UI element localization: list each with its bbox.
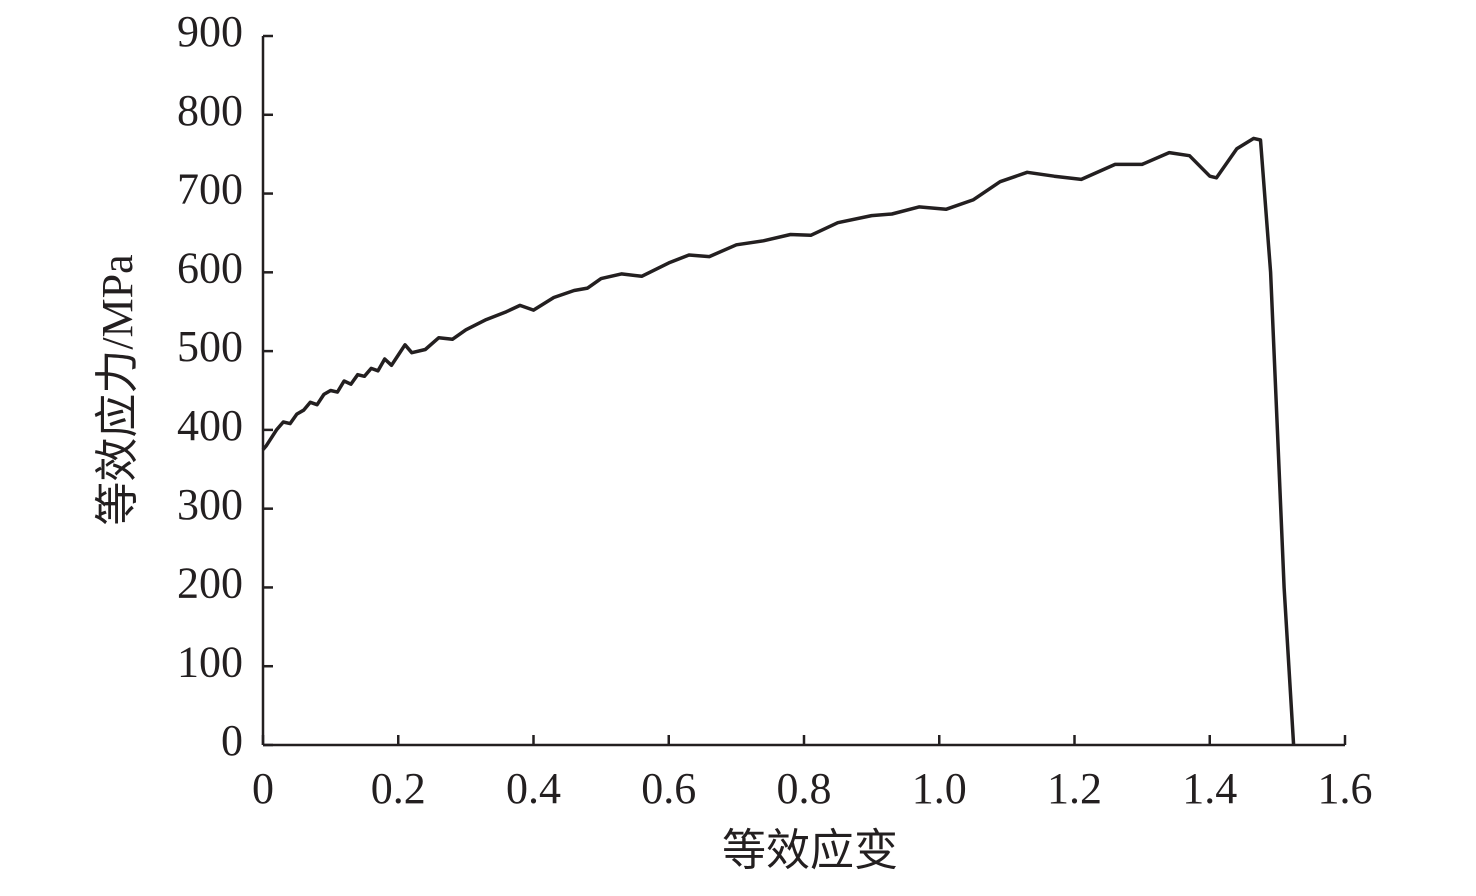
y-axis-label: 等效应力/MPa xyxy=(93,254,142,525)
x-tick-label: 1.6 xyxy=(1318,764,1373,813)
y-tick-label: 900 xyxy=(177,7,243,56)
y-tick-label: 100 xyxy=(177,637,243,686)
y-tick-label: 700 xyxy=(177,165,243,214)
y-tick-label: 300 xyxy=(177,480,243,529)
y-tick-label: 0 xyxy=(221,716,243,765)
x-tick-label: 0.2 xyxy=(371,764,426,813)
x-axis-label: 等效应变 xyxy=(722,826,898,875)
x-tick-label: 0 xyxy=(252,764,274,813)
y-tick-label: 200 xyxy=(177,559,243,608)
y-tick-label: 600 xyxy=(177,243,243,292)
x-tick-label: 1.4 xyxy=(1182,764,1237,813)
x-tick-label: 1.2 xyxy=(1047,764,1102,813)
x-tick-label: 0.8 xyxy=(777,764,832,813)
x-tick-label: 0.6 xyxy=(641,764,696,813)
y-tick-label: 800 xyxy=(177,86,243,135)
x-tick-label: 1.0 xyxy=(912,764,967,813)
y-tick-label: 400 xyxy=(177,401,243,450)
y-tick-label: 500 xyxy=(177,322,243,371)
x-tick-label: 0.4 xyxy=(506,764,561,813)
data-line xyxy=(261,136,1296,746)
